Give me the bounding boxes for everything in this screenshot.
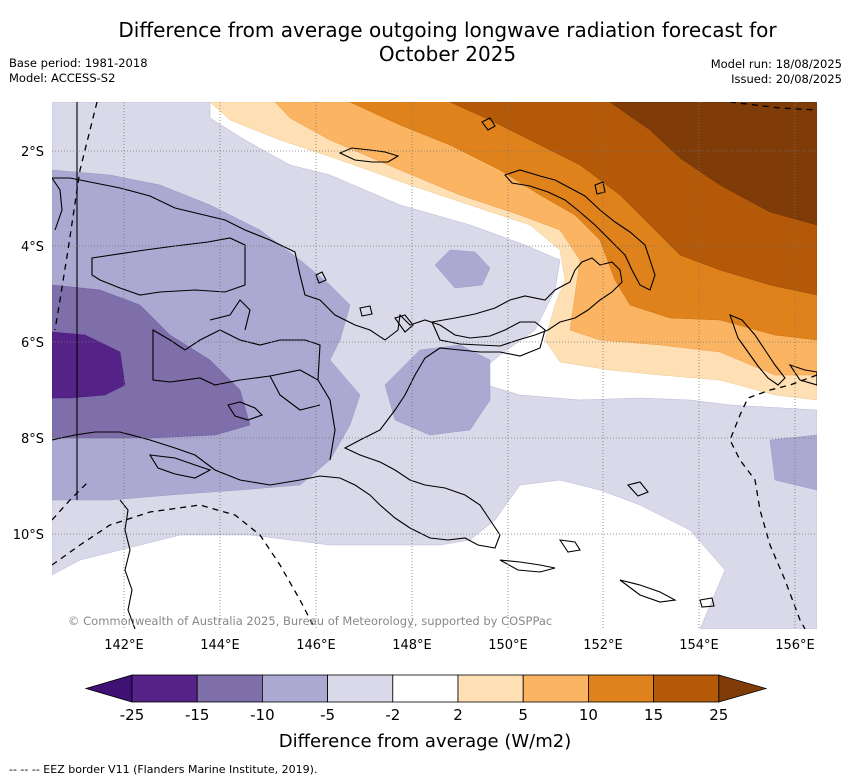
copyright-text: © Commonwealth of Australia 2025, Bureau…	[68, 614, 552, 628]
meta-right: Model run: 18/08/2025 Issued: 20/08/2025	[711, 57, 842, 87]
eez-footnote: -- -- -- EEZ border V11 (Flanders Marine…	[9, 763, 318, 776]
lon-label-152e: 152°E	[583, 638, 623, 653]
lon-label-146e: 146°E	[296, 638, 336, 653]
colorbar-tick-label: -2	[385, 706, 401, 724]
colorbar-swatch	[131, 674, 198, 703]
colorbar-tick-label: -10	[250, 706, 275, 724]
map-panel: © Commonwealth of Australia 2025, Bureau…	[52, 102, 817, 629]
lat-label-4s: 4°S	[21, 240, 44, 255]
colorbar-tick-label: -5	[320, 706, 336, 724]
colorbar-swatch	[261, 674, 328, 703]
model-run: Model run: 18/08/2025	[710, 57, 842, 71]
colorbar-title: Difference from average (W/m2)	[278, 731, 572, 752]
shade-neg10-neg5-c	[434, 249, 491, 289]
colorbar-swatch	[392, 674, 459, 703]
lon-label-156e: 156°E	[775, 638, 815, 653]
lat-label-2s: 2°S	[21, 145, 44, 160]
meta-left: Base period: 1981-2018 Model: ACCESS-S2	[9, 56, 148, 86]
shade-above-25	[609, 102, 817, 226]
colorbar-arrow-low	[84, 674, 133, 703]
lat-label-10s: 10°S	[13, 528, 44, 543]
colorbar-tick-label: 25	[709, 706, 729, 724]
lon-label-144e: 144°E	[200, 638, 240, 653]
lon-label-150e: 150°E	[488, 638, 528, 653]
colorbar-arrow-high	[718, 674, 768, 703]
colorbar-tick-label: 15	[644, 706, 664, 724]
model-name: Model: ACCESS-S2	[9, 71, 116, 85]
issued-date: Issued: 20/08/2025	[731, 72, 842, 86]
borders	[76, 102, 336, 500]
shade-neg10-neg5-d	[769, 434, 817, 491]
colorbar-swatch	[457, 674, 524, 703]
colorbar-tick-label: 5	[518, 706, 528, 724]
colorbar-swatch	[653, 674, 720, 703]
colorbar-swatch	[327, 674, 394, 703]
colorbar-tick-label: -15	[184, 706, 210, 724]
lon-label-142e: 142°E	[104, 638, 144, 653]
gridlines	[52, 102, 817, 629]
lon-label-148e: 148°E	[392, 638, 432, 653]
shade-neg10-neg5-b	[384, 344, 491, 436]
lat-labels: 2°S 4°S 6°S 8°S 10°S	[13, 145, 44, 543]
lon-labels: 142°E 144°E 146°E 148°E 150°E 152°E 154°…	[104, 638, 815, 653]
lat-label-6s: 6°S	[21, 336, 44, 351]
map-title: Difference from average outgoing longwav…	[118, 18, 777, 66]
colorbar	[84, 674, 768, 703]
lat-label-8s: 8°S	[21, 432, 44, 447]
colorbar-swatch	[196, 674, 263, 703]
colorbar-tick-label: 2	[453, 706, 463, 724]
eez-borders	[52, 102, 817, 629]
base-period: Base period: 1981-2018	[9, 56, 148, 70]
colorbar-swatch	[522, 674, 589, 703]
colorbar-swatch	[588, 674, 655, 703]
shade-neg25-neg15	[52, 331, 126, 399]
colorbar-tick-label: -25	[119, 706, 145, 724]
colorbar-tick-label: 10	[578, 706, 598, 724]
lon-label-154e: 154°E	[679, 638, 719, 653]
